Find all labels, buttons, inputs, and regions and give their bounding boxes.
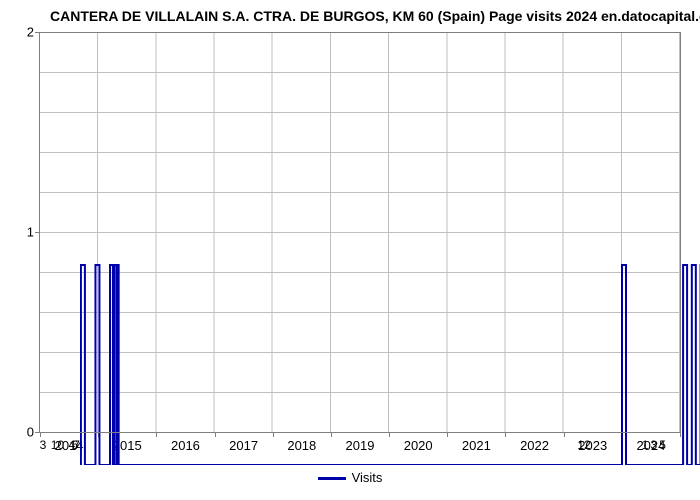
legend: Visits <box>0 470 700 485</box>
legend-swatch <box>318 477 346 480</box>
spike-value-label: 7 <box>73 438 80 452</box>
spike-value-label: 10 <box>51 438 64 452</box>
legend-label: Visits <box>352 470 383 485</box>
x-tick-mark <box>40 433 41 437</box>
plot-area <box>40 32 681 433</box>
chart-title: CANTERA DE VILLALAIN S.A. CTRA. DE BURGO… <box>50 8 700 24</box>
y-tick-label: 2 <box>16 25 34 40</box>
spike-value-label: 3 <box>40 438 47 452</box>
line-series <box>80 65 700 465</box>
y-tick-label: 1 <box>16 225 34 240</box>
y-axis-line <box>39 32 40 432</box>
x-axis-line <box>40 432 680 433</box>
y-tick-label: 0 <box>16 425 34 440</box>
